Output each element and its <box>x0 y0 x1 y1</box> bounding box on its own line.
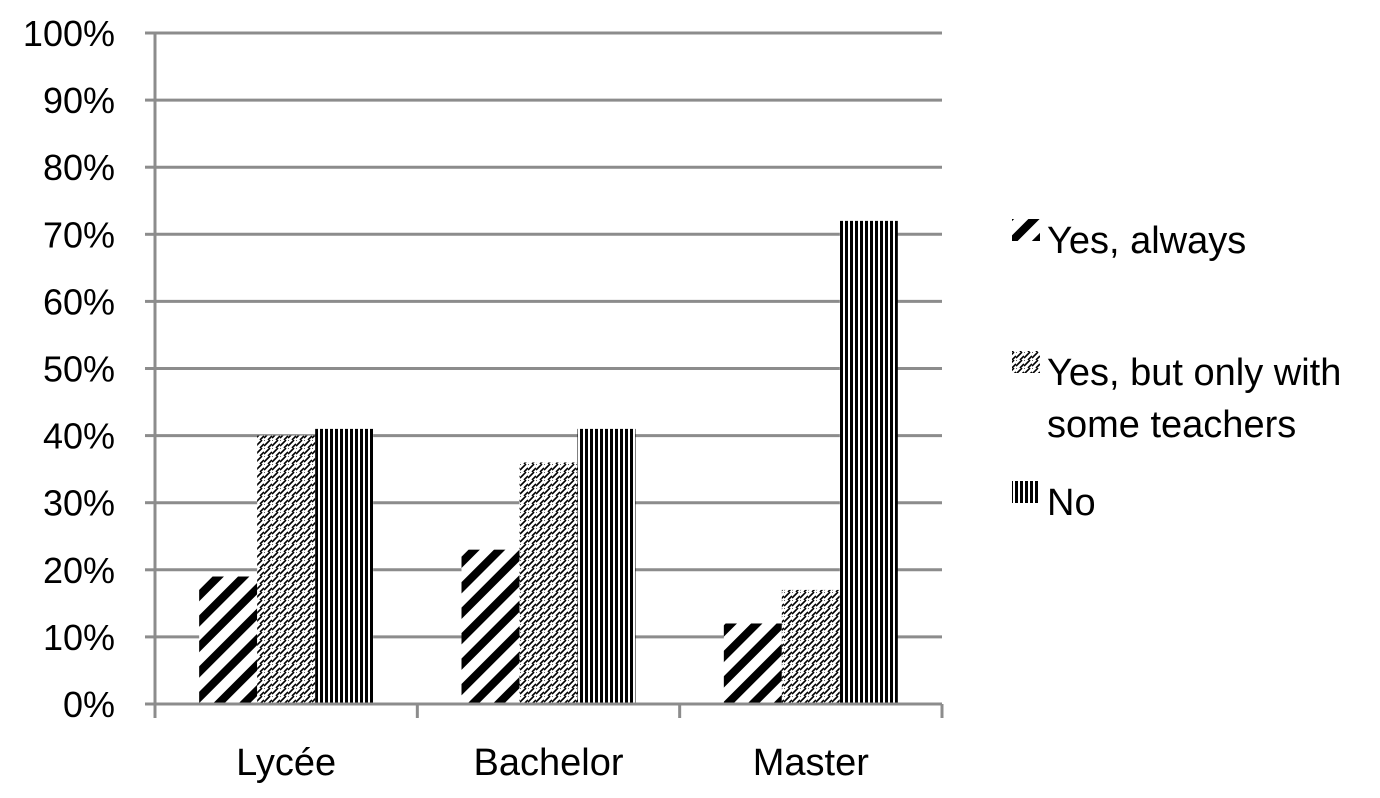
legend-swatch <box>1012 219 1040 241</box>
bars <box>199 220 898 704</box>
legend-label: Yes, but only with <box>1047 352 1341 394</box>
bar <box>257 435 316 704</box>
x-category-label: Master <box>753 742 869 784</box>
bar <box>723 623 782 704</box>
bar <box>577 428 636 704</box>
legend-swatch <box>1012 351 1040 373</box>
bar <box>839 220 898 704</box>
x-category-labels: Lycée Bachelor Master <box>236 742 869 784</box>
bar <box>781 589 840 704</box>
y-tick-label: 70% <box>43 214 115 255</box>
y-tick-label: 80% <box>43 147 115 188</box>
legend-swatch <box>1012 481 1040 503</box>
bar <box>199 576 258 704</box>
legend-label: No <box>1047 482 1096 524</box>
x-category-label: Bachelor <box>474 742 624 784</box>
bar <box>519 462 578 704</box>
y-tick-label: 60% <box>43 281 115 322</box>
legend: Yes, always Yes, but only with some teache… <box>1012 219 1341 524</box>
y-tick-label: 10% <box>43 617 115 658</box>
bar <box>315 428 374 704</box>
y-tick-label: 50% <box>43 349 115 390</box>
y-tick-label: 40% <box>43 416 115 457</box>
x-category-label: Lycée <box>236 742 336 784</box>
y-tick-label: 0% <box>63 684 115 725</box>
y-tick-labels: 0% 10% 20% 30% 40% 50% 60% 70% 80% 90% 100% <box>23 13 115 725</box>
y-tick-label: 90% <box>43 80 115 121</box>
y-tick-label: 30% <box>43 483 115 524</box>
axes <box>145 31 944 718</box>
legend-label: Yes, always <box>1047 220 1246 262</box>
bar <box>461 549 520 704</box>
legend-label: some teachers <box>1047 404 1296 446</box>
y-tick-label: 20% <box>43 550 115 591</box>
y-tick-label: 100% <box>23 13 115 54</box>
